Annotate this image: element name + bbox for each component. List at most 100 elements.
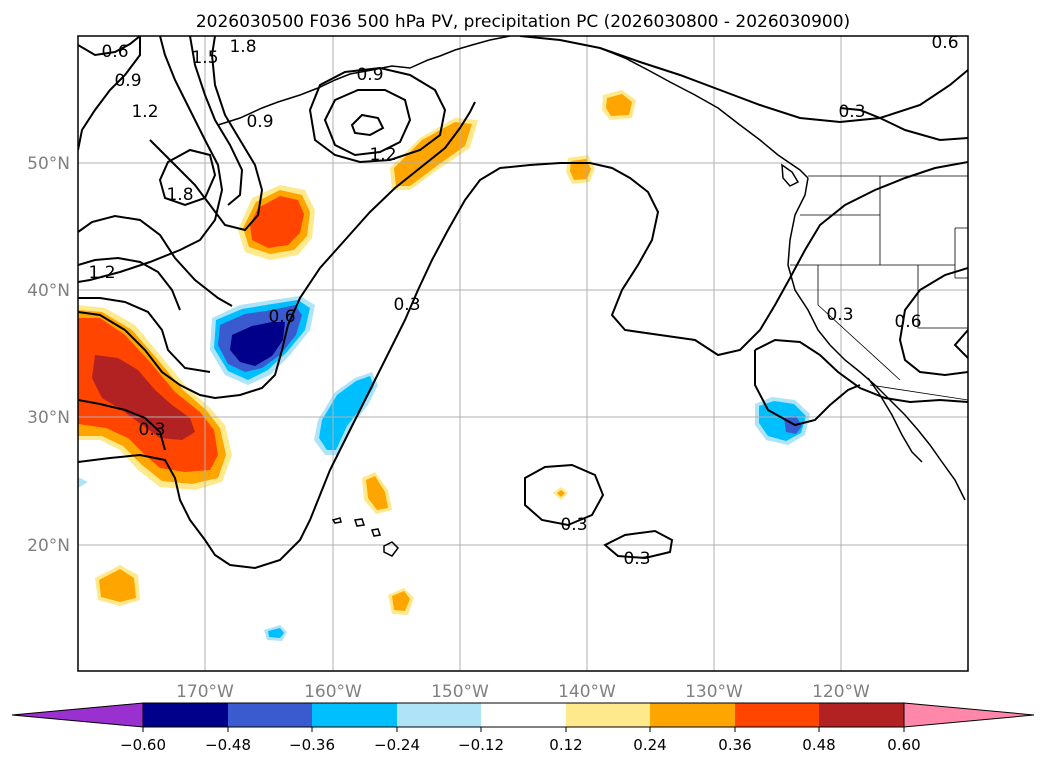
contour-label-3: 1.8 — [229, 37, 256, 57]
colorbar-segment — [481, 703, 566, 727]
colorbar-tick-label: −0.24 — [374, 736, 420, 754]
colorbar-segment — [650, 703, 735, 727]
coastline-north-america — [787, 177, 966, 501]
coastline-alaska-south — [599, 47, 809, 179]
contour-label-8: 1.2 — [369, 145, 396, 165]
colorbar-tick-label: 0.24 — [633, 736, 666, 754]
lon-labels: 170°W 160°W 150°W 140°W 130°W 120°W — [176, 682, 870, 702]
contour-label-10: 0.6 — [268, 307, 295, 327]
lat-labels: 50°N 40°N 30°N 20°N — [27, 154, 70, 556]
precip-positive-small-1-inner — [606, 94, 632, 116]
coastline-alaska — [217, 36, 511, 126]
state-borders — [790, 175, 968, 401]
precip-positive-north-red — [250, 196, 304, 248]
border-us-mexico — [869, 384, 968, 401]
colorbar-tick-labels: −0.60 −0.48 −0.36 −0.24 −0.12 0.12 0.24 … — [120, 736, 921, 754]
precip-positive-small-4-inner — [99, 569, 136, 602]
contour-0-3-east-coast — [839, 107, 968, 142]
contour-0-9-inner — [78, 297, 211, 373]
coastlines — [217, 36, 966, 557]
precip-positive-small-5-inner — [392, 591, 410, 611]
contour-label-18: 0.6 — [931, 33, 958, 53]
precip-negative-main-navy — [230, 322, 285, 366]
colorbar-segment — [735, 703, 819, 727]
contour-0-6-main — [78, 101, 476, 400]
contour-1-2-inner — [78, 256, 181, 311]
precip-positive-tiny-inner — [557, 490, 565, 497]
figure-title: 2026030500 F036 500 hPa PV, precipitatio… — [196, 12, 850, 32]
map-frame — [77, 35, 969, 672]
colorbar-tick-label: 0.60 — [887, 736, 920, 754]
colorbar-tick-label: 0.12 — [549, 736, 582, 754]
contour-label-16: 0.3 — [826, 305, 853, 325]
border-california-nevada — [817, 265, 901, 381]
precip-negative-small-2 — [78, 477, 88, 488]
contour-1-5-north-closed — [350, 113, 385, 137]
lat-label-30n: 30°N — [27, 408, 70, 428]
contour-1-2-north-closed — [323, 89, 412, 157]
lon-label-150w: 150°W — [431, 682, 489, 702]
contour-label-7: 0.9 — [356, 65, 383, 85]
contour-label-12: 0.3 — [138, 420, 165, 440]
island-hawaii-1 — [383, 541, 399, 557]
contour-label-14: 0.3 — [623, 549, 650, 569]
colorbar-frame — [142, 702, 905, 728]
contour-label-11: 0.3 — [393, 295, 420, 315]
contour-0-6-west — [78, 36, 141, 57]
contour-0-3-southeast — [754, 350, 861, 427]
colorbar-segment — [143, 703, 228, 727]
contour-0-9-west — [78, 36, 141, 151]
colorbar-segment — [819, 703, 904, 727]
map-content: 0.6 0.9 1.5 1.8 1.2 0.9 1.8 0.9 1.2 1.2 … — [78, 33, 968, 671]
lon-label-170w: 170°W — [176, 682, 234, 702]
lon-label-140w: 140°W — [558, 682, 616, 702]
contour-1-2-west — [78, 36, 224, 283]
colorbar-left-extension — [11, 702, 144, 728]
precip-positive-small-3-inner — [366, 476, 388, 510]
contour-1-5 — [189, 36, 244, 206]
precip-positive-west-darkred — [92, 355, 195, 440]
colorbar-right-extension — [903, 702, 1035, 728]
contour-label-15: 0.3 — [838, 102, 865, 122]
lat-label-50n: 50°N — [27, 154, 70, 174]
colorbar-segment — [312, 703, 397, 727]
island-hawaii-3 — [371, 528, 381, 537]
contour-label-17: 0.6 — [894, 312, 921, 332]
colorbar-tick-label: −0.48 — [205, 736, 251, 754]
contour-0-3-closed-1 — [524, 463, 605, 527]
contour-label-0: 0.6 — [101, 42, 128, 62]
contour-0-6-northeast — [519, 36, 968, 124]
contour-label-13: 0.3 — [560, 515, 587, 535]
colorbar-tick-label: −0.36 — [289, 736, 335, 754]
contour-label-9: 1.2 — [88, 263, 115, 283]
lat-label-20n: 20°N — [27, 536, 70, 556]
precip-positive-small-2-inner — [570, 159, 591, 180]
island-hawaii-2 — [354, 518, 365, 527]
colorbar-tick-label: −0.12 — [458, 736, 504, 754]
island-vancouver — [781, 163, 800, 187]
colorbar-tick-label: 0.36 — [718, 736, 751, 754]
colorbar-segment — [228, 703, 312, 727]
contour-label-6: 1.8 — [166, 185, 193, 205]
contour-0-3-closed-2 — [603, 529, 674, 560]
contour-0-3-west-lower — [78, 399, 166, 451]
precip-negative-small-1-inner — [268, 628, 284, 638]
border-utah — [917, 265, 968, 329]
border-idaho — [954, 227, 968, 279]
contour-0-3-main — [78, 161, 968, 570]
colorbar-segment — [397, 703, 481, 727]
contour-label-2: 1.5 — [191, 48, 218, 68]
colorbar: −0.60 −0.48 −0.36 −0.24 −0.12 0.12 0.24 … — [11, 702, 1035, 754]
island-small — [331, 517, 342, 524]
colorbar-ticks — [142, 727, 905, 732]
contour-1-2-southwest — [78, 214, 233, 307]
lon-label-160w: 160°W — [304, 682, 362, 702]
contour-labels: 0.6 0.9 1.5 1.8 1.2 0.9 1.8 0.9 1.2 1.2 … — [88, 33, 958, 569]
colorbar-tick-label: 0.48 — [802, 736, 835, 754]
contour-0-9-north-closed — [308, 66, 447, 164]
lat-label-40n: 40°N — [27, 281, 70, 301]
contour-label-5: 0.9 — [246, 112, 273, 132]
contour-label-4: 1.2 — [131, 102, 158, 122]
map-background — [78, 36, 968, 671]
